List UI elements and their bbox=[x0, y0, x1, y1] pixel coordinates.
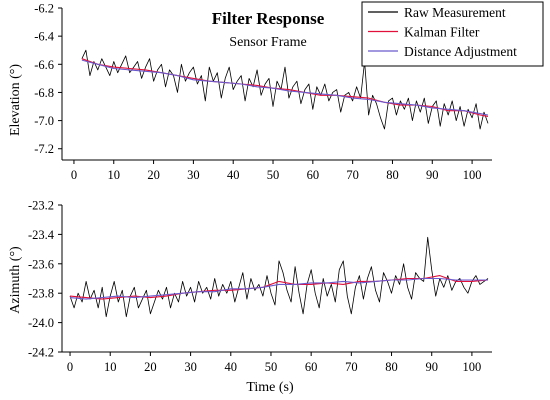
azimuth-y-tick-label: -23.8 bbox=[28, 287, 54, 301]
azimuth-x-tick-label: 50 bbox=[265, 360, 278, 374]
elevation-x-tick-label: 40 bbox=[227, 168, 240, 182]
azimuth-x-tick-label: 40 bbox=[225, 360, 238, 374]
azimuth-x-tick-label: 70 bbox=[345, 360, 358, 374]
elevation-y-tick-label: -7.2 bbox=[34, 142, 54, 156]
elevation-x-tick-label: 100 bbox=[463, 168, 482, 182]
elevation-x-tick-label: 20 bbox=[147, 168, 160, 182]
elevation-x-tick-label: 0 bbox=[71, 168, 77, 182]
legend-label-distance-adjustment: Distance Adjustment bbox=[404, 44, 517, 59]
legend-box bbox=[361, 1, 544, 67]
azimuth-series-distance-adjustment bbox=[69, 277, 488, 300]
elevation-y-tick-label: -6.2 bbox=[34, 2, 54, 16]
elevation-series-kalman-filter bbox=[81, 58, 489, 117]
elevation-series-raw-measurement bbox=[81, 49, 489, 130]
legend-label-kalman-filter: Kalman Filter bbox=[404, 25, 480, 40]
azimuth-y-tick-label: -24.0 bbox=[28, 316, 54, 330]
elevation-panel: -6.2 -6.4 -6.6 -6.8 -7.0 -7.2 0 10 20 30 40 50 60 70 8… bbox=[34, 2, 492, 182]
elevation-y-tick-label: -6.6 bbox=[34, 58, 54, 72]
azimuth-x-tick-label: 60 bbox=[305, 360, 318, 374]
azimuth-y-tick-label: -23.2 bbox=[28, 199, 54, 213]
elevation-x-tick-label: 10 bbox=[108, 168, 121, 182]
elevation-x-tick-label: 30 bbox=[187, 168, 200, 182]
azimuth-x-tick-label: 0 bbox=[67, 360, 73, 374]
azimuth-y-tick-label: -24.2 bbox=[28, 346, 54, 360]
azimuth-x-tick-label: 10 bbox=[104, 360, 117, 374]
elevation-y-tick-label: -6.8 bbox=[34, 86, 54, 100]
azimuth-series-raw-measurement bbox=[69, 236, 489, 318]
azimuth-y-tick-label: -23.6 bbox=[28, 257, 54, 271]
azimuth-x-tick-label: 30 bbox=[184, 360, 197, 374]
azimuth-x-tick-label: 90 bbox=[425, 360, 438, 374]
azimuth-series-kalman-filter bbox=[69, 275, 489, 300]
azimuth-panel: -23.2 -23.4 -23.6 -23.8 -24.0 -24.2 0 10 20 30 40 5… bbox=[28, 199, 492, 374]
legend: Raw Measurement Kalman Filter Distance Adj… bbox=[361, 1, 544, 67]
chart-subtitle: Sensor Frame bbox=[229, 35, 306, 50]
elevation-x-tick-label: 50 bbox=[267, 168, 280, 182]
azimuth-x-tick-label: 20 bbox=[144, 360, 157, 374]
elevation-axis-label: Elevation (°) bbox=[8, 64, 23, 136]
elevation-x-tick-label: 80 bbox=[386, 168, 399, 182]
elevation-series-distance-adjustment bbox=[81, 59, 489, 116]
elevation-x-tick-label: 70 bbox=[346, 168, 359, 182]
azimuth-axis-label: Azimuth (°) bbox=[8, 246, 23, 314]
azimuth-x-tick-label: 80 bbox=[385, 360, 398, 374]
azimuth-y-tick-label: -23.4 bbox=[28, 228, 55, 242]
time-axis-label: Time (s) bbox=[246, 380, 294, 395]
legend-label-raw-measurement: Raw Measurement bbox=[404, 5, 506, 20]
azimuth-x-tick-label: 100 bbox=[463, 360, 482, 374]
elevation-x-tick-label: 60 bbox=[307, 168, 320, 182]
elevation-y-tick-label: -7.0 bbox=[34, 114, 54, 128]
elevation-x-tick-label: 90 bbox=[426, 168, 439, 182]
chart-title: Filter Response bbox=[212, 9, 325, 28]
elevation-y-tick-label: -6.4 bbox=[34, 30, 55, 44]
